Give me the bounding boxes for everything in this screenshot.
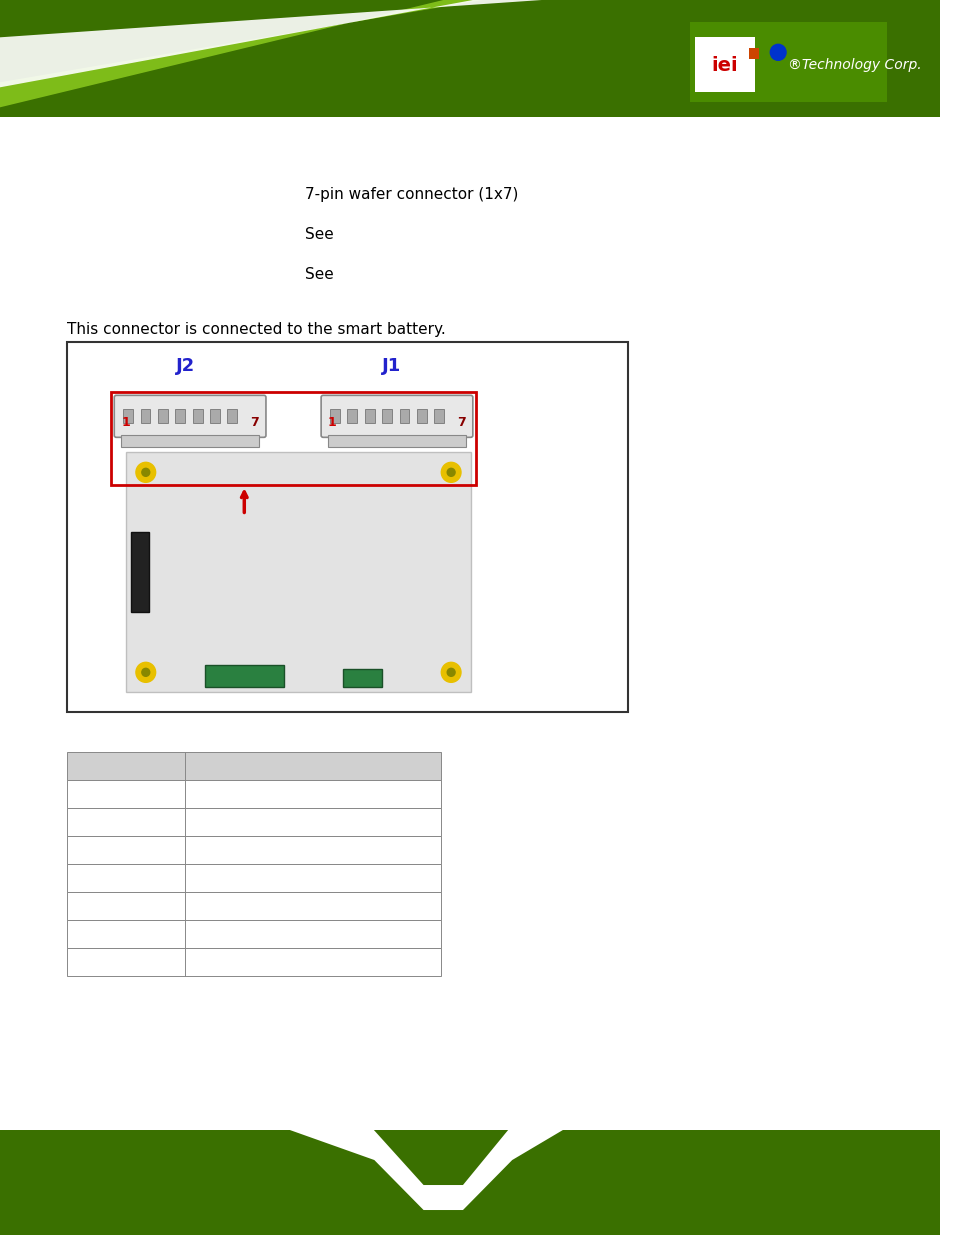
Bar: [67, 809, 441, 836]
Bar: [67, 781, 441, 809]
Bar: [123, 409, 132, 424]
Text: 7: 7: [250, 416, 259, 430]
Bar: [67, 948, 441, 977]
Text: See: See: [305, 227, 334, 242]
Bar: [205, 666, 283, 688]
Circle shape: [135, 462, 155, 483]
Bar: [695, 37, 754, 93]
Bar: [416, 409, 426, 424]
Bar: [67, 864, 441, 893]
Bar: [689, 22, 885, 103]
Text: See: See: [305, 267, 334, 283]
Text: J1: J1: [382, 357, 401, 375]
Circle shape: [441, 462, 460, 483]
Bar: [748, 48, 759, 59]
Circle shape: [135, 662, 155, 682]
Bar: [342, 669, 382, 688]
Bar: [158, 409, 168, 424]
Polygon shape: [0, 0, 482, 107]
Text: ®Technology Corp.: ®Technology Corp.: [787, 58, 921, 73]
Bar: [434, 409, 444, 424]
Bar: [140, 409, 151, 424]
Circle shape: [447, 668, 455, 677]
Bar: [67, 920, 441, 948]
Bar: [112, 393, 476, 485]
Bar: [399, 409, 409, 424]
Bar: [175, 409, 185, 424]
Bar: [67, 893, 441, 920]
Bar: [364, 409, 375, 424]
Bar: [193, 409, 202, 424]
Bar: [67, 836, 441, 864]
Bar: [328, 435, 465, 447]
Text: 7: 7: [456, 416, 465, 430]
Bar: [121, 435, 259, 447]
Circle shape: [769, 44, 785, 61]
Bar: [131, 532, 149, 613]
Text: iei: iei: [711, 56, 738, 75]
Polygon shape: [708, 1105, 939, 1125]
Circle shape: [142, 668, 150, 677]
Circle shape: [142, 468, 150, 477]
FancyBboxPatch shape: [114, 395, 266, 437]
Bar: [67, 342, 628, 713]
Text: 1: 1: [121, 416, 130, 430]
Bar: [227, 409, 237, 424]
Bar: [67, 752, 441, 781]
Polygon shape: [0, 0, 541, 88]
Polygon shape: [0, 1105, 689, 1210]
Bar: [0, 0, 939, 117]
Bar: [382, 409, 392, 424]
Text: 1: 1: [328, 416, 336, 430]
Circle shape: [441, 662, 460, 682]
Bar: [330, 409, 339, 424]
Bar: [347, 409, 356, 424]
Bar: [0, 1130, 939, 1235]
Text: This connector is connected to the smart battery.: This connector is connected to the smart…: [67, 322, 445, 337]
Text: 7-pin wafer connector (1x7): 7-pin wafer connector (1x7): [305, 188, 518, 203]
FancyBboxPatch shape: [321, 395, 473, 437]
Bar: [126, 452, 471, 693]
Bar: [0, 117, 939, 132]
Bar: [210, 409, 219, 424]
Circle shape: [447, 468, 455, 477]
Text: J2: J2: [175, 357, 194, 375]
